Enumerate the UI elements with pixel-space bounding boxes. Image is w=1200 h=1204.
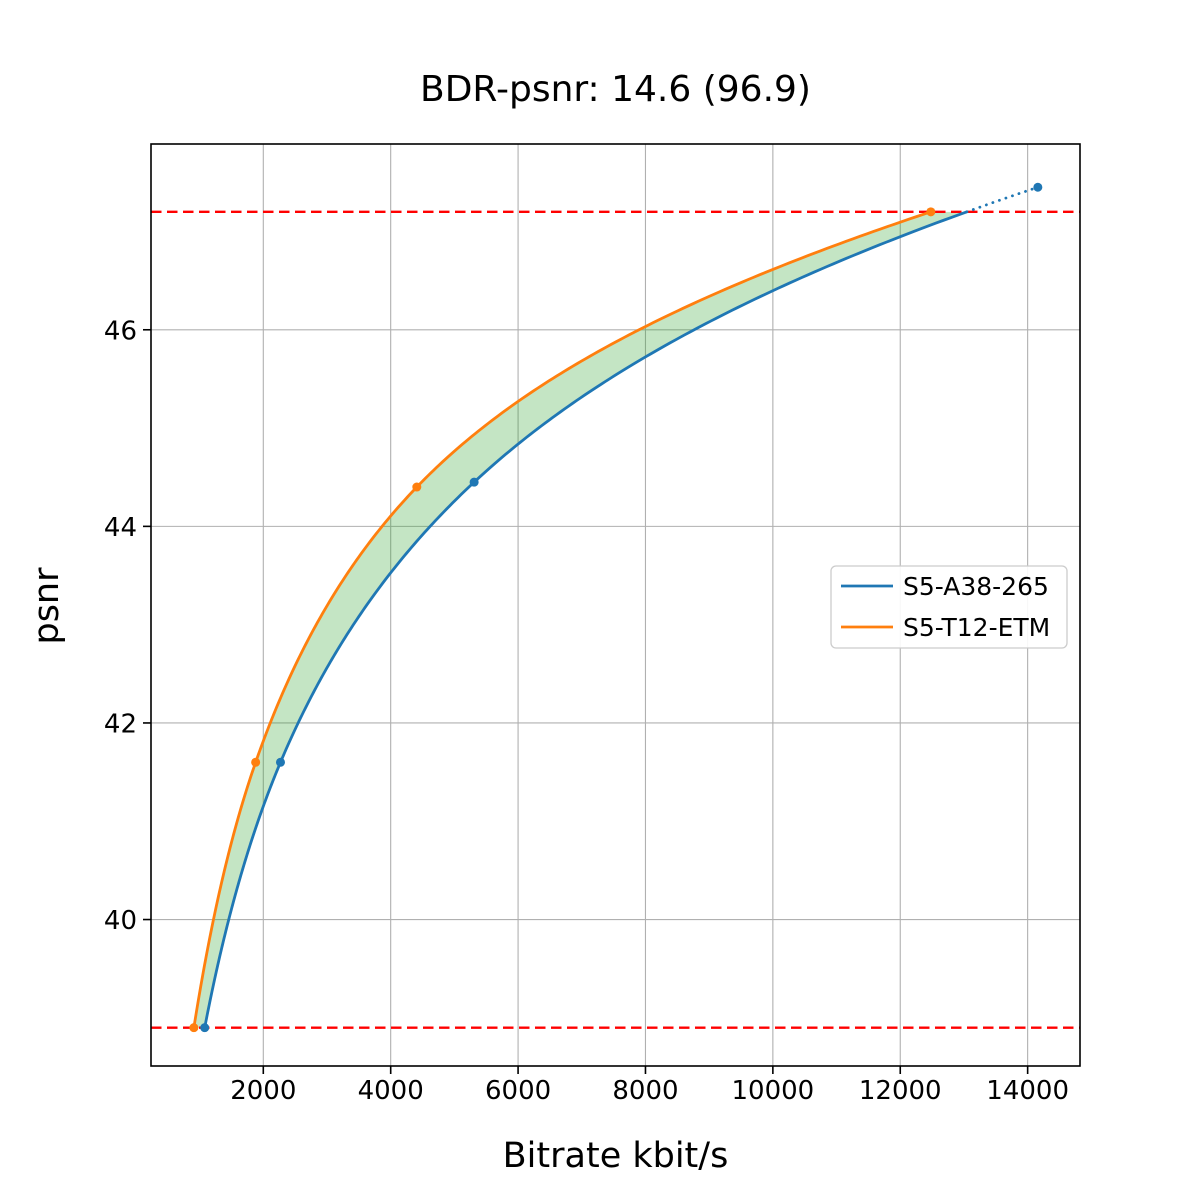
y-tick-label: 44 xyxy=(104,513,137,543)
series-line-dotted-s5-a38-265 xyxy=(965,185,1040,214)
data-point-marker xyxy=(926,207,936,217)
x-tick-label: 12000 xyxy=(859,1076,942,1106)
x-tick-label: 10000 xyxy=(732,1076,815,1106)
legend-label: S5-A38-265 xyxy=(903,572,1049,601)
x-tick-label: 2000 xyxy=(230,1076,296,1106)
data-point-marker xyxy=(189,1023,199,1033)
x-tick-label: 6000 xyxy=(485,1076,551,1106)
legend-label: S5-T12-ETM xyxy=(903,613,1050,642)
series-line-s5-t12-etm xyxy=(192,210,933,1030)
chart-title: BDR-psnr: 14.6 (96.9) xyxy=(420,69,811,110)
data-point-marker xyxy=(251,757,261,767)
y-tick-label: 42 xyxy=(104,709,137,739)
fill-region xyxy=(193,211,967,1028)
data-point-marker xyxy=(1033,182,1043,192)
legend: S5-A38-265 S5-T12-ETM xyxy=(830,565,1068,649)
x-tick-label: 8000 xyxy=(612,1076,678,1106)
y-tick-label: 46 xyxy=(104,316,137,346)
fill-between-region xyxy=(193,211,967,1028)
data-point-markers xyxy=(189,182,1043,1033)
reference-lines xyxy=(151,210,1080,1029)
y-tick-label: 40 xyxy=(104,906,137,936)
data-point-marker xyxy=(275,757,285,767)
x-axis-label: Bitrate kbit/s xyxy=(503,1136,729,1176)
series-curves xyxy=(192,185,1040,1030)
series-line-s5-a38-265 xyxy=(203,210,969,1030)
x-tick-label: 4000 xyxy=(358,1076,424,1106)
plot-border xyxy=(150,143,1081,1067)
data-point-marker xyxy=(200,1023,210,1033)
y-axis-label: psnr xyxy=(27,567,67,645)
data-point-marker xyxy=(412,482,422,492)
x-tick-label: 14000 xyxy=(986,1076,1069,1106)
axis-ticks: 2000 4000 6000 8000 10000 12000 14000 40 42 44 46 xyxy=(104,316,1069,1106)
data-point-marker xyxy=(469,477,479,487)
